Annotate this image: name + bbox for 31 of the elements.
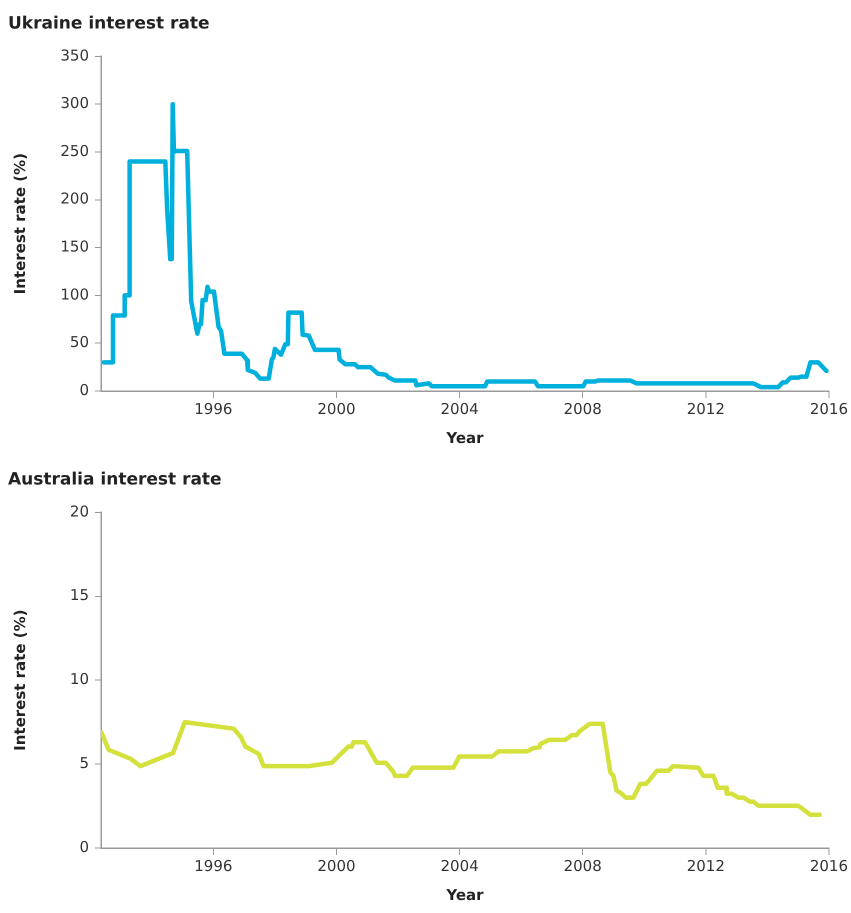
x-tick-label: 2000	[317, 400, 356, 418]
chart-title: Australia interest rate	[8, 470, 222, 490]
x-axis-title: Year	[445, 428, 484, 447]
y-tick-label: 300	[60, 94, 89, 112]
x-tick-label: 2000	[317, 856, 356, 875]
y-tick-label: 100	[60, 285, 89, 304]
x-tick-label: 1996	[194, 856, 232, 875]
x-tick-label: 2004	[440, 856, 479, 875]
y-tick-label: 20	[70, 502, 89, 520]
x-tick-label: 2012	[686, 400, 725, 418]
x-tick-label: 2012	[686, 856, 725, 875]
x-axis-title: Year	[445, 886, 484, 904]
y-tick-label: 200	[60, 190, 89, 208]
y-tick-label: 0	[79, 838, 89, 856]
y-tick-label: 0	[79, 380, 89, 399]
y-tick-label: 250	[60, 142, 89, 160]
y-tick-label: 350	[60, 46, 89, 64]
y-axis-title: Interest rate (%)	[10, 610, 29, 751]
chart-title: Ukraine interest rate	[8, 14, 210, 34]
x-tick-label: 2004	[440, 400, 479, 418]
y-tick-label: 150	[60, 237, 89, 256]
x-tick-label: 2016	[810, 856, 848, 875]
y-axis-title: Interest rate (%)	[10, 153, 29, 294]
x-tick-label: 1996	[194, 400, 232, 418]
x-tick-label: 2008	[564, 856, 602, 875]
x-tick-label: 2016	[810, 400, 848, 418]
x-tick-label: 2008	[564, 400, 602, 418]
y-tick-label: 15	[70, 586, 89, 604]
y-tick-label: 10	[70, 670, 89, 688]
y-tick-label: 50	[70, 333, 89, 352]
y-tick-label: 5	[79, 754, 89, 772]
